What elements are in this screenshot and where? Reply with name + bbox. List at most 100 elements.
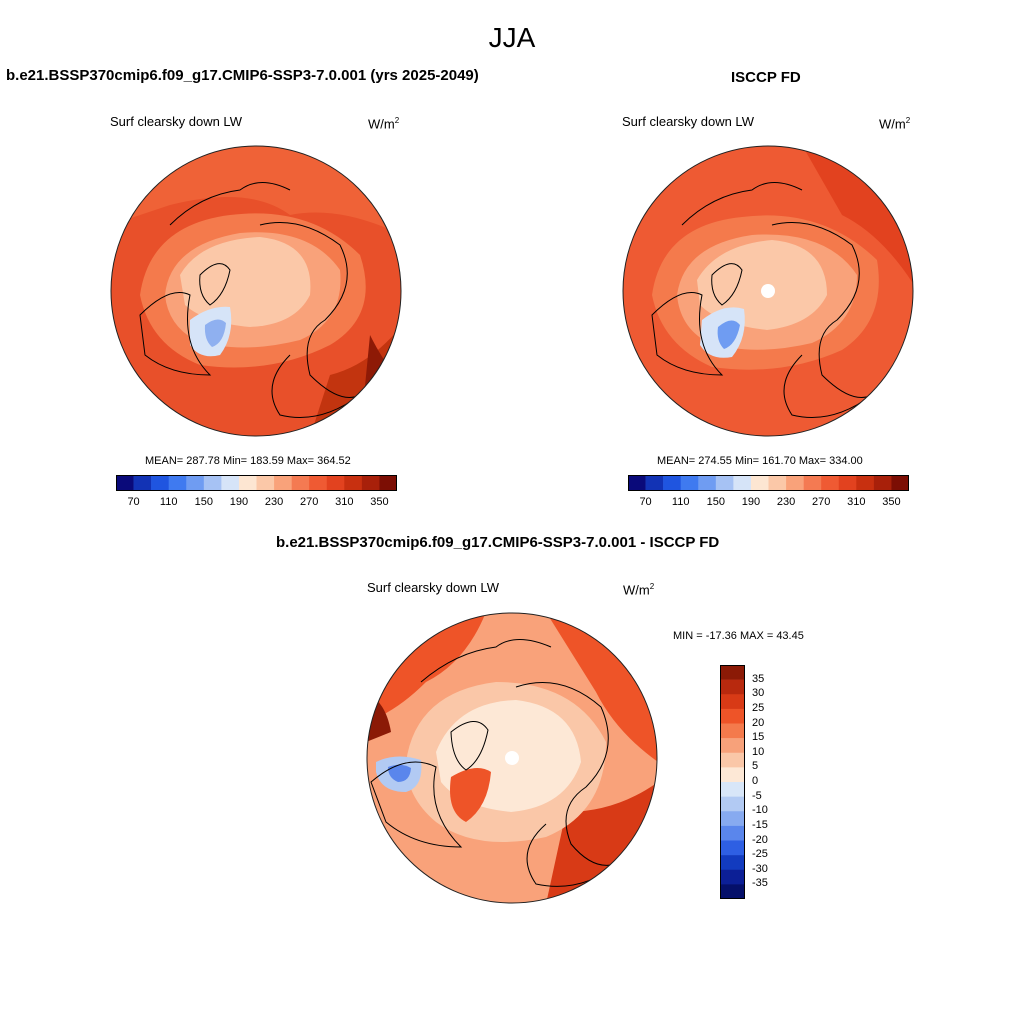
colorbar-swatch xyxy=(698,475,717,491)
colorbar-swatch xyxy=(720,840,745,856)
map-coastline-archipelago xyxy=(199,263,231,306)
map-coastline-west xyxy=(139,292,212,376)
season-title: JJA xyxy=(488,22,536,53)
panel-3-colorbar-labels: 35 30 25 20 15 10 5 0 -5 -10 -15 -20 -25 -30 -35 xyxy=(752,665,792,899)
colorbar-tick-label: 150 xyxy=(706,496,725,508)
colorbar-tick-label: -10 xyxy=(752,804,768,817)
panel-3-polar-map xyxy=(366,612,658,904)
colorbar-swatch xyxy=(720,708,745,724)
colorbar-swatch xyxy=(720,855,745,871)
colorbar-swatch xyxy=(663,475,681,491)
colorbar-swatch xyxy=(309,475,328,491)
colorbar-swatch xyxy=(720,723,745,739)
colorbar-swatch xyxy=(891,475,909,491)
panel-2-unit: W/m2 xyxy=(879,116,911,132)
colorbar-swatch xyxy=(221,475,240,491)
map-cold-core xyxy=(388,764,411,782)
map-coastline-west xyxy=(651,292,724,376)
colorbar-tick-label: 70 xyxy=(127,496,140,508)
colorbar-swatch xyxy=(720,811,745,827)
map-outline xyxy=(366,612,658,904)
colorbar-frame xyxy=(720,665,745,899)
colorbar-tick-label: 190 xyxy=(741,496,761,508)
colorbar-frame xyxy=(628,475,909,491)
map-outline xyxy=(110,145,402,437)
colorbar-swatch xyxy=(645,475,664,491)
colorbar-swatch xyxy=(326,475,345,491)
colorbar-swatch xyxy=(838,475,857,491)
colorbar-swatch xyxy=(720,665,745,680)
map-pole-missing xyxy=(505,751,519,765)
colorbar-swatch xyxy=(186,475,205,491)
map-coastline-north xyxy=(681,182,803,226)
colorbar-swatch xyxy=(256,475,275,491)
colorbar-swatch xyxy=(361,475,380,491)
colorbar-tick-label: 10 xyxy=(752,745,765,758)
panel-1-polar-map xyxy=(110,145,402,437)
colorbar-tick-label: 150 xyxy=(194,496,213,508)
colorbar-swatch xyxy=(733,475,752,491)
colorbar-tick-label: 15 xyxy=(752,731,765,744)
colorbar-swatch xyxy=(628,475,646,491)
map-outline xyxy=(622,145,914,437)
panel-3-colorbar xyxy=(720,665,745,899)
map-greenland-warm xyxy=(450,768,491,822)
colorbar-tick-label: -30 xyxy=(752,862,768,875)
map-coastline-north xyxy=(420,639,552,683)
colorbar-tick-label: 70 xyxy=(639,496,652,508)
colorbar-tick-label: -15 xyxy=(752,818,768,831)
colorbar-swatch xyxy=(720,752,745,768)
colorbar-swatch xyxy=(803,475,822,491)
colorbar-tick-label: 190 xyxy=(229,496,249,508)
panel-2-colorbar-ticks: 70 110 150 190 230 270 310 350 xyxy=(628,496,909,510)
colorbar-swatch xyxy=(720,679,745,695)
colorbar-swatch xyxy=(680,475,699,491)
panel-2-colorbar xyxy=(628,475,909,491)
map-band-outer xyxy=(111,146,401,235)
colorbar-swatch xyxy=(116,475,134,491)
map-coastline-archipelago xyxy=(711,263,743,306)
panel-2-stats: MEAN= 274.55 Min= 161.70 Max= 334.00 xyxy=(657,455,863,467)
panel-1-colorbar-ticks: 70 110 150 190 230 270 310 350 xyxy=(116,496,397,510)
colorbar-tick-label: 270 xyxy=(300,496,319,508)
panel-1-variable-label: Surf clearsky down LW xyxy=(110,114,242,129)
panel-3-unit: W/m2 xyxy=(623,582,655,598)
panel-2-title: ISCCP FD xyxy=(731,69,801,86)
colorbar-swatch xyxy=(203,475,222,491)
colorbar-swatch xyxy=(720,825,745,841)
colorbar-tick-label: 230 xyxy=(776,496,796,508)
colorbar-tick-label: 25 xyxy=(752,701,765,714)
colorbar-swatch xyxy=(274,475,292,491)
colorbar-tick-label: 350 xyxy=(370,496,389,508)
map-greenland-core xyxy=(717,320,740,349)
colorbar-tick-label: 110 xyxy=(671,496,690,508)
colorbar-swatch xyxy=(720,884,745,899)
panel-3-variable-label: Surf clearsky down LW xyxy=(367,580,499,595)
map-coastline-eurasia xyxy=(771,222,873,418)
panel-2-variable-label: Surf clearsky down LW xyxy=(622,114,754,129)
panel-3-title: b.e21.BSSP370cmip6.f09_g17.CMIP6-SSP3-7.… xyxy=(276,534,720,551)
map-band-arctic xyxy=(697,240,827,330)
map-coastline-west xyxy=(370,761,463,848)
panel-1-title: b.e21.BSSP370cmip6.f09_g17.CMIP6-SSP3-7.… xyxy=(6,67,479,84)
colorbar-swatch xyxy=(720,738,745,754)
map-greenland-core xyxy=(204,319,226,347)
colorbar-swatch xyxy=(856,475,875,491)
map-coastline-north xyxy=(169,182,291,226)
panel-2-polar-map xyxy=(622,145,914,437)
colorbar-frame xyxy=(116,475,397,491)
colorbar-tick-label: 110 xyxy=(159,496,178,508)
colorbar-swatch xyxy=(821,475,840,491)
panel-1-unit: W/m2 xyxy=(368,116,400,132)
colorbar-swatch xyxy=(786,475,804,491)
colorbar-swatch xyxy=(768,475,787,491)
colorbar-tick-label: -25 xyxy=(752,848,768,861)
colorbar-tick-label: 230 xyxy=(264,496,284,508)
colorbar-tick-label: 5 xyxy=(752,760,759,773)
colorbar-swatch xyxy=(238,475,257,491)
colorbar-swatch xyxy=(720,767,745,783)
colorbar-swatch xyxy=(344,475,363,491)
colorbar-tick-label: 310 xyxy=(335,496,354,508)
colorbar-tick-label: 0 xyxy=(752,775,759,787)
colorbar-swatch xyxy=(291,475,310,491)
